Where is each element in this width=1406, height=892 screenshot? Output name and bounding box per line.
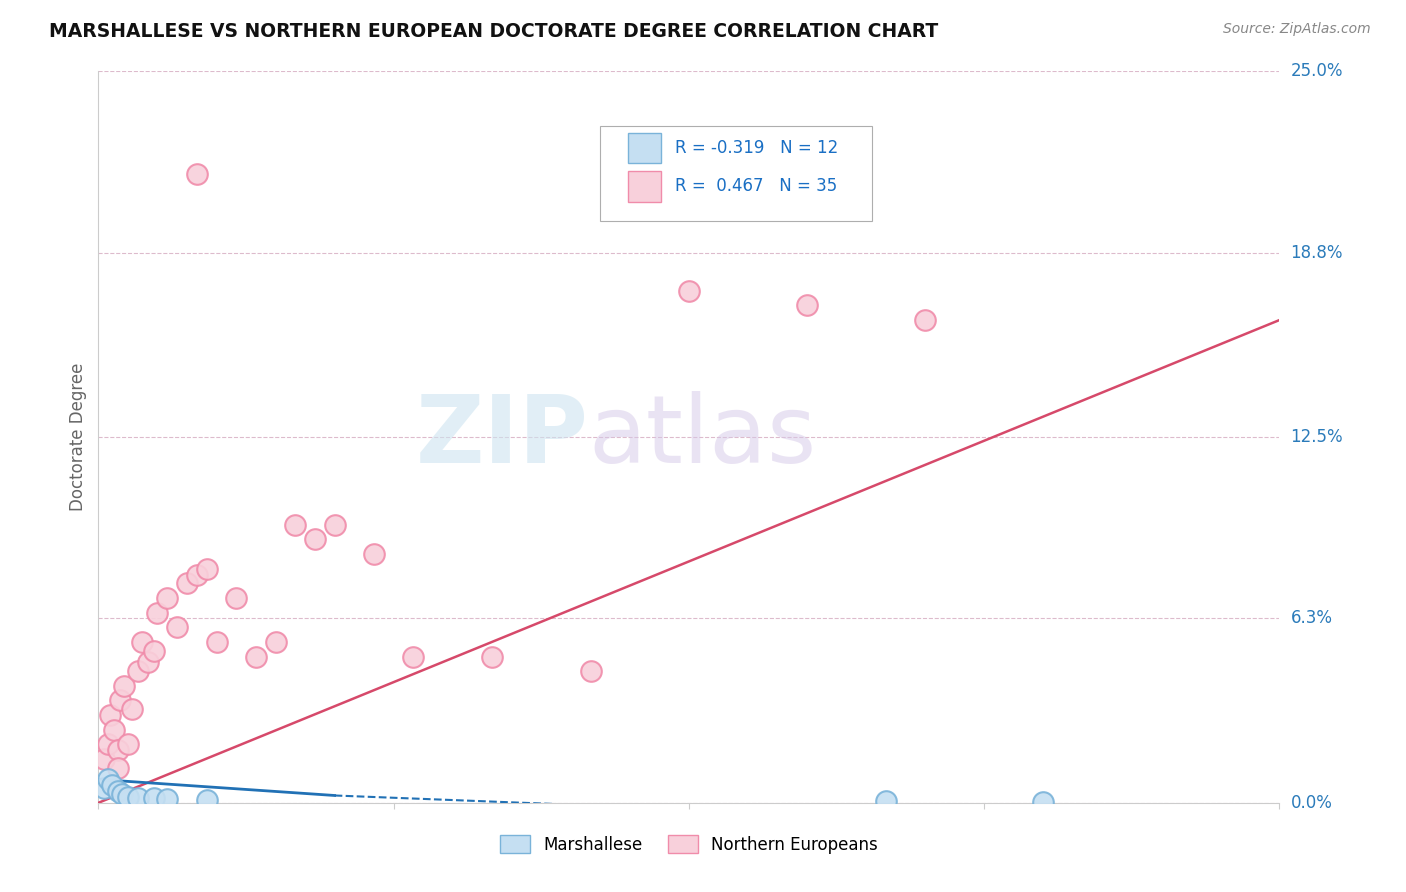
Point [1032,795,1054,809]
Point [678,284,700,298]
Y-axis label: Doctorate Degree: Doctorate Degree [69,363,87,511]
FancyBboxPatch shape [627,133,661,163]
Point [142,790,165,805]
Text: 25.0%: 25.0% [1291,62,1343,80]
Text: atlas: atlas [589,391,817,483]
Point [156,591,179,605]
Point [98,708,121,723]
Point [186,567,208,582]
Point [875,794,897,808]
Point [111,787,134,801]
Point [131,635,153,649]
FancyBboxPatch shape [627,171,661,202]
Point [117,737,139,751]
Point [176,576,198,591]
Point [108,693,131,707]
Point [323,517,346,532]
Point [127,664,149,678]
Point [186,167,208,181]
Point [93,752,115,766]
Point [127,791,149,805]
Point [304,533,326,547]
Point [142,643,165,657]
Point [225,591,247,605]
Point [264,635,287,649]
Point [107,743,129,757]
Point [579,664,602,678]
Text: 6.3%: 6.3% [1291,609,1333,627]
Point [205,635,228,649]
Point [156,792,179,806]
Point [146,606,169,620]
Point [195,793,218,807]
Point [402,649,425,664]
Text: ZIP: ZIP [416,391,589,483]
Point [101,778,124,792]
Point [121,702,143,716]
FancyBboxPatch shape [600,126,872,221]
Point [97,737,120,751]
Point [117,789,139,804]
Text: Source: ZipAtlas.com: Source: ZipAtlas.com [1223,22,1371,37]
Point [166,620,188,634]
Point [93,781,115,796]
Point [195,562,218,576]
Point [107,784,129,798]
Text: 18.8%: 18.8% [1291,244,1343,261]
Point [107,761,129,775]
Text: R = -0.319   N = 12: R = -0.319 N = 12 [675,139,838,157]
Point [796,298,818,312]
Point [481,649,503,664]
Point [112,679,135,693]
Point [914,313,936,327]
Point [245,649,267,664]
Point [136,656,159,670]
Legend: Marshallese, Northern Europeans: Marshallese, Northern Europeans [494,829,884,860]
Text: MARSHALLESE VS NORTHERN EUROPEAN DOCTORATE DEGREE CORRELATION CHART: MARSHALLESE VS NORTHERN EUROPEAN DOCTORA… [49,22,938,41]
Point [284,517,307,532]
Text: 12.5%: 12.5% [1291,428,1343,446]
Text: 0.0%: 0.0% [1291,794,1333,812]
Point [103,723,125,737]
Point [363,547,385,561]
Point [97,772,120,787]
Text: R =  0.467   N = 35: R = 0.467 N = 35 [675,178,837,195]
